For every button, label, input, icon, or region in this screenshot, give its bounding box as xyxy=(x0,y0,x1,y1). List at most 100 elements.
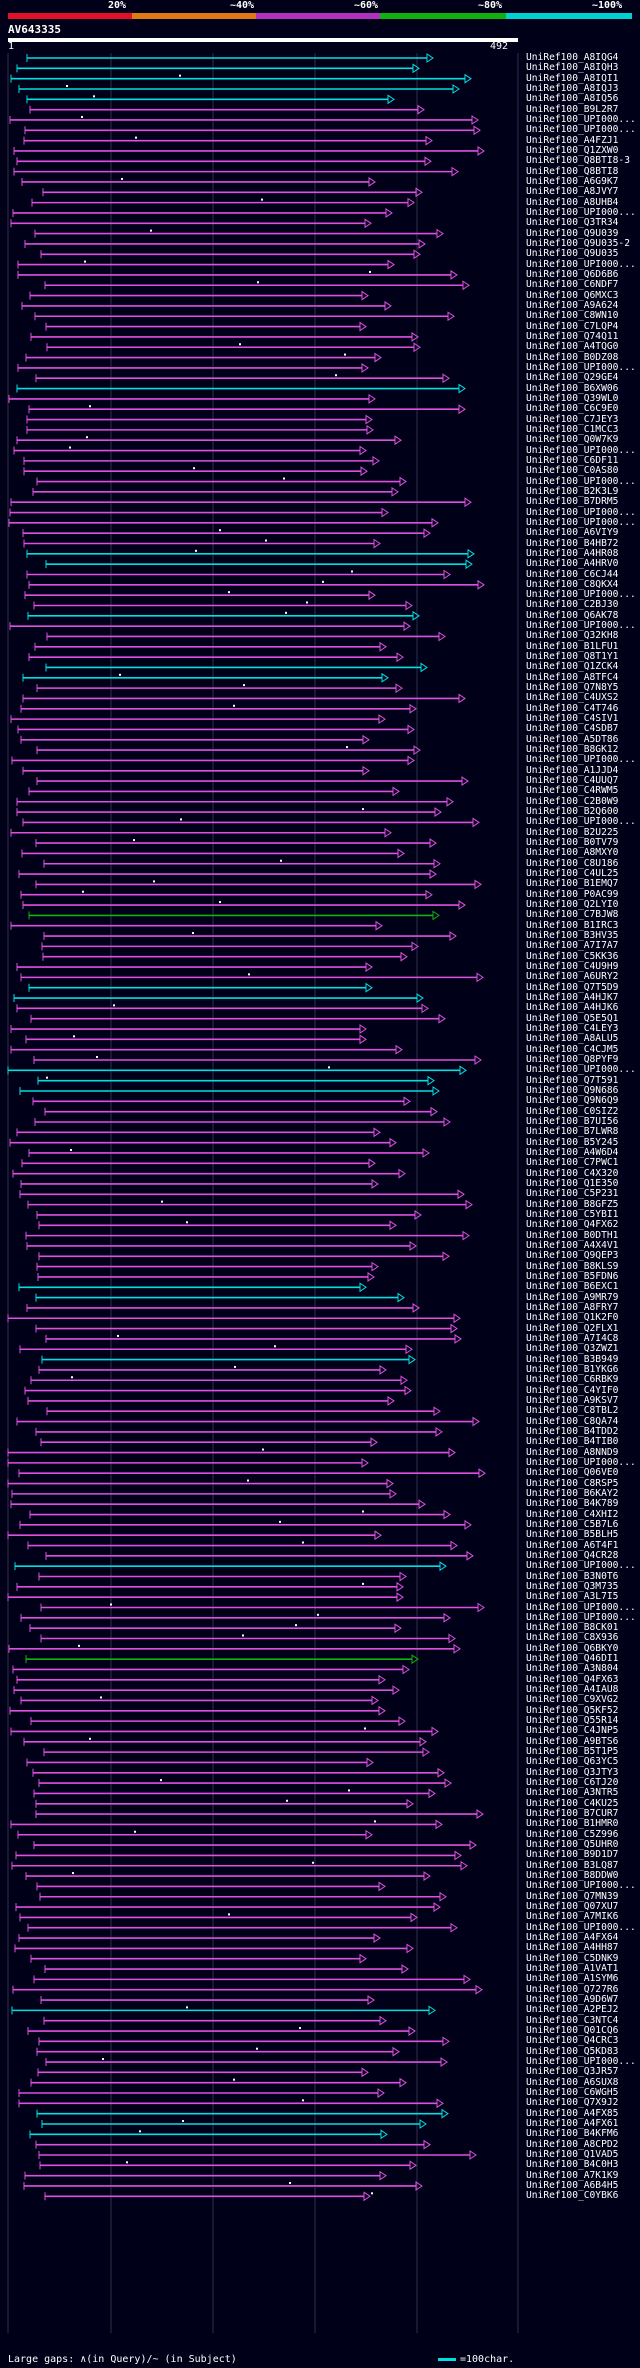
hit-label[interactable]: UniRef100_C0AS80 xyxy=(526,465,619,477)
hit-label[interactable]: UniRef100_Q9N6Q9 xyxy=(526,1095,619,1107)
hit-label[interactable]: UniRef100_B8DDW0 xyxy=(526,1870,619,1882)
hit-label[interactable]: UniRef100_A4FZJ1 xyxy=(526,134,619,146)
hit-label[interactable]: UniRef100_C0SIZ2 xyxy=(526,1105,619,1117)
hit-label[interactable]: UniRef100_C8WN10 xyxy=(526,310,619,322)
hit-label[interactable]: UniRef100_A8IQJ3 xyxy=(526,82,619,94)
hit-label[interactable]: UniRef100_A6SUX8 xyxy=(526,2076,619,2088)
hit-label[interactable]: UniRef100_C4YIF0 xyxy=(526,1384,619,1396)
hit-label[interactable]: UniRef100_Q4FX63 xyxy=(526,1673,619,1685)
hit-label[interactable]: UniRef100_UPI000... xyxy=(526,1601,636,1613)
hit-label[interactable]: UniRef100_B0DTH1 xyxy=(526,1229,619,1241)
hit-label[interactable]: UniRef100_Q4CR28 xyxy=(526,1549,619,1561)
hit-label[interactable]: UniRef100_B8GFZ5 xyxy=(526,1198,619,1210)
hit-label[interactable]: UniRef100_B2K3L9 xyxy=(526,485,619,497)
hit-label[interactable]: UniRef100_Q9U035 xyxy=(526,248,619,260)
hit-label[interactable]: UniRef100_B3HV35 xyxy=(526,930,619,942)
hit-label[interactable]: UniRef100_B3N0T6 xyxy=(526,1570,619,1582)
hit-label[interactable]: UniRef100_B4TIB0 xyxy=(526,1436,619,1448)
hit-label[interactable]: UniRef100_A4W6D4 xyxy=(526,1146,619,1158)
hit-label[interactable]: UniRef100_C4UUQ7 xyxy=(526,775,619,787)
hit-label[interactable]: UniRef100_A4HH87 xyxy=(526,1942,619,1954)
hit-label[interactable]: UniRef100_C8QA74 xyxy=(526,1415,619,1427)
hit-label[interactable]: UniRef100_B7LWR8 xyxy=(526,1126,619,1138)
hit-label[interactable]: UniRef100_Q63YC5 xyxy=(526,1756,619,1768)
hit-label[interactable]: UniRef100_B6XW06 xyxy=(526,382,619,394)
hit-label[interactable]: UniRef100_UPI000... xyxy=(526,475,636,487)
hit-label[interactable]: UniRef100_B9D1D7 xyxy=(526,1849,619,1861)
hit-label[interactable]: UniRef100_A4FX61 xyxy=(526,2118,619,2129)
hit-label[interactable]: UniRef100_B0DZ08 xyxy=(526,351,619,363)
hit-label[interactable]: UniRef100_UPI000... xyxy=(526,1456,636,1468)
hit-label[interactable]: UniRef100_Q39WL0 xyxy=(526,392,619,404)
hit-label[interactable]: UniRef100_Q06VE0 xyxy=(526,1467,619,1479)
hit-label[interactable]: UniRef100_C4XHI2 xyxy=(526,1508,619,1520)
hit-label[interactable]: UniRef100_Q1VAD5 xyxy=(526,2148,619,2160)
hit-label[interactable]: UniRef100_B5Y245 xyxy=(526,1136,619,1148)
hit-label[interactable]: UniRef100_Q1E350 xyxy=(526,1177,619,1189)
hit-label[interactable]: UniRef100_A7I4C8 xyxy=(526,1332,619,1344)
hit-label[interactable]: UniRef100_Q55R14 xyxy=(526,1715,619,1727)
hit-label[interactable]: UniRef100_Q727R6 xyxy=(526,1983,619,1995)
hit-label[interactable]: UniRef100_Q7X9J2 xyxy=(526,2097,619,2109)
hit-label[interactable]: UniRef100_A8IQI1 xyxy=(526,72,619,84)
hit-label[interactable]: UniRef100_UPI000... xyxy=(526,620,636,632)
hit-label[interactable]: UniRef100_C5YBI1 xyxy=(526,1208,619,1220)
hit-label[interactable]: UniRef100_A8MXY0 xyxy=(526,847,619,859)
hit-label[interactable]: UniRef100_Q6BKY0 xyxy=(526,1642,619,1654)
hit-label[interactable]: UniRef100_C2B0W9 xyxy=(526,795,619,807)
hit-label[interactable]: UniRef100_Q01CQ6 xyxy=(526,2025,619,2037)
hit-label[interactable]: UniRef100_B1LFU1 xyxy=(526,640,619,652)
hit-label[interactable]: UniRef100_A9D6W7 xyxy=(526,1994,619,2006)
hit-label[interactable]: UniRef100_C7JEY3 xyxy=(526,413,619,425)
hit-label[interactable]: UniRef100_A8ALU5 xyxy=(526,1033,619,1045)
hit-label[interactable]: UniRef100_Q6AK78 xyxy=(526,609,619,621)
hit-label[interactable]: UniRef100_Q3JTY3 xyxy=(526,1766,619,1778)
hit-label[interactable]: UniRef100_UPI000... xyxy=(526,206,636,218)
hit-label[interactable]: UniRef100_Q6MXC3 xyxy=(526,289,619,301)
hit-label[interactable]: UniRef100_C6TJ20 xyxy=(526,1777,619,1789)
hit-label[interactable]: UniRef100_C9XVG2 xyxy=(526,1694,619,1706)
hit-label[interactable]: UniRef100_B5BLH5 xyxy=(526,1529,619,1541)
hit-label[interactable]: UniRef100_C6C9E0 xyxy=(526,403,619,415)
hit-label[interactable]: UniRef100_C8QKX4 xyxy=(526,578,619,590)
hit-label[interactable]: UniRef100_Q3M735 xyxy=(526,1580,619,1592)
hit-label[interactable]: UniRef100_B9L2R7 xyxy=(526,103,619,115)
hit-label[interactable]: UniRef100_C4T746 xyxy=(526,702,619,714)
hit-label[interactable]: UniRef100_C8U186 xyxy=(526,857,619,869)
hit-label[interactable]: UniRef100_Q8BTI8 xyxy=(526,165,619,177)
hit-label[interactable]: UniRef100_C4X320 xyxy=(526,1167,619,1179)
hit-label[interactable]: UniRef100_C1MCC3 xyxy=(526,423,619,435)
hit-label[interactable]: UniRef100_Q32KH8 xyxy=(526,630,619,642)
hit-label[interactable]: UniRef100_UPI000... xyxy=(526,1611,636,1623)
hit-label[interactable]: UniRef100_A8NND9 xyxy=(526,1446,619,1458)
hit-label[interactable]: UniRef100_Q9U035-2 xyxy=(526,237,630,249)
hit-label[interactable]: UniRef100_B1IRC3 xyxy=(526,919,619,931)
hit-label[interactable]: UniRef100_Q1K2F0 xyxy=(526,1312,619,1324)
hit-label[interactable]: UniRef100_Q7MN39 xyxy=(526,1890,619,1902)
hit-label[interactable]: UniRef100_B6EXC1 xyxy=(526,1281,619,1293)
hit-label[interactable]: UniRef100_Q29GE4 xyxy=(526,372,619,384)
hit-label[interactable]: UniRef100_B1EMQ7 xyxy=(526,878,619,890)
hit-label[interactable]: UniRef100_Q7N8Y5 xyxy=(526,682,619,694)
hit-label[interactable]: UniRef100_A4TQG0 xyxy=(526,341,619,353)
hit-label[interactable]: UniRef100_A8FRY7 xyxy=(526,1301,619,1313)
hit-label[interactable]: UniRef100_UPI000... xyxy=(526,516,636,528)
hit-label[interactable]: UniRef100_UPI000... xyxy=(526,506,636,518)
hit-label[interactable]: UniRef100_Q3JR57 xyxy=(526,2066,619,2078)
hit-label[interactable]: UniRef100_C5KK36 xyxy=(526,950,619,962)
hit-label[interactable]: UniRef100_A7I7A7 xyxy=(526,940,619,952)
hit-label[interactable]: UniRef100_C6CJ44 xyxy=(526,568,619,580)
hit-label[interactable]: UniRef100_A8IQ56 xyxy=(526,93,619,105)
hit-label[interactable]: UniRef100_A4HRV0 xyxy=(526,558,619,570)
hit-label[interactable]: UniRef100_Q4FX62 xyxy=(526,1219,619,1231)
hit-label[interactable]: UniRef100_B8GK12 xyxy=(526,744,619,756)
hit-label[interactable]: UniRef100_A3NTR5 xyxy=(526,1787,619,1799)
hit-label[interactable]: UniRef100_C3NTC4 xyxy=(526,2014,619,2026)
hit-label[interactable]: UniRef100_B4TDD2 xyxy=(526,1425,619,1437)
hit-label[interactable]: UniRef100_Q8T1Y1 xyxy=(526,651,619,663)
hit-label[interactable]: UniRef100_C8X936 xyxy=(526,1632,619,1644)
hit-label[interactable]: UniRef100_Q0W7K9 xyxy=(526,434,619,446)
hit-label[interactable]: UniRef100_C6WGH5 xyxy=(526,2087,619,2098)
hit-label[interactable]: UniRef100_C4CJM5 xyxy=(526,1043,619,1055)
hit-label[interactable]: UniRef100_A4FX64 xyxy=(526,1932,619,1944)
